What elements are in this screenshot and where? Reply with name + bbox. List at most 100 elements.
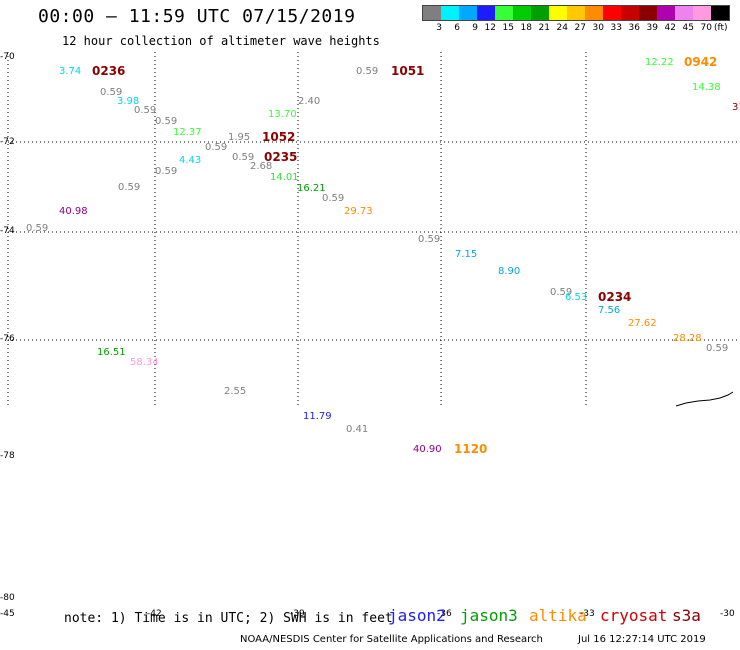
color-scale-swatch xyxy=(621,6,639,20)
color-scale-label: 36 xyxy=(628,23,640,33)
color-scale-swatch xyxy=(603,6,621,20)
color-scale-swatches xyxy=(422,5,730,21)
wave-height-value: 0.59 xyxy=(550,287,573,298)
unit-label: (ft) xyxy=(714,23,728,33)
color-scale-label: 27 xyxy=(574,23,586,33)
color-scale-swatch xyxy=(531,6,549,20)
credit-line: NOAA/NESDIS Center for Satellite Applica… xyxy=(240,634,543,645)
color-scale-swatch xyxy=(567,6,585,20)
color-scale-label: 24 xyxy=(556,23,568,33)
color-scale-swatch xyxy=(549,6,567,20)
wave-height-value: 1.95 xyxy=(228,132,251,143)
color-scale-label: 42 xyxy=(664,23,676,33)
color-scale-label: 6 xyxy=(454,23,460,33)
chart-title: 00:00 – 11:59 UTC 07/15/2019 xyxy=(38,6,356,27)
lat-label: -70 xyxy=(0,52,15,62)
color-scale-swatch xyxy=(513,6,531,20)
wave-height-value: 0.59 xyxy=(100,87,123,98)
observation-time: 1120 xyxy=(454,442,488,456)
wave-height-value: 4.43 xyxy=(179,155,202,166)
color-scale-swatch xyxy=(477,6,495,20)
lon-label: -39 xyxy=(290,609,305,619)
lon-label: -45 xyxy=(0,609,15,619)
color-scale-label: 70 xyxy=(700,23,712,33)
lon-label: -30 xyxy=(720,609,735,619)
color-scale-swatch xyxy=(585,6,603,20)
color-scale-label: 9 xyxy=(472,23,478,33)
color-scale-swatch xyxy=(711,6,729,20)
wave-height-value: 6.53 xyxy=(565,292,588,303)
wave-height-value: 27.62 xyxy=(628,318,657,329)
wave-height-value: 0.59 xyxy=(706,343,729,354)
wave-height-color-scale: (ft) 3 6 9 12 15 18 21 24 27 30 33 36 39 42 45 70 xyxy=(422,5,730,33)
color-scale-swatch xyxy=(693,6,711,20)
color-scale-swatch xyxy=(441,6,459,20)
color-scale-labels: (ft) 3 6 9 12 15 18 21 24 27 30 33 36 39 42 45 70 xyxy=(422,21,730,33)
observation-time: 0234 xyxy=(598,290,632,304)
color-scale-label: 45 xyxy=(682,23,694,33)
wave-height-value: 12.37 xyxy=(173,127,202,138)
wave-height-value: 7.56 xyxy=(598,305,621,316)
color-scale-label: 18 xyxy=(520,23,532,33)
satellite-legend-cryosat: cryosat xyxy=(600,606,668,625)
color-scale-label: 39 xyxy=(646,23,658,33)
color-scale-swatch xyxy=(423,6,441,20)
lon-label: -42 xyxy=(147,609,162,619)
wave-height-value: 2.40 xyxy=(298,96,321,107)
wave-height-value: 3.98 xyxy=(117,96,140,107)
observation-time: 0235 xyxy=(264,150,298,164)
wave-height-value: 58.34 xyxy=(130,357,159,368)
color-scale-label: 3 xyxy=(436,23,442,33)
wave-height-value: 0.59 xyxy=(134,105,157,116)
wave-height-value: 8.90 xyxy=(498,266,521,277)
wave-height-value: 13.70 xyxy=(268,109,297,120)
satellite-legend-s3a: s3a xyxy=(672,606,701,625)
color-scale-swatch xyxy=(639,6,657,20)
footer-note: note: 1) Time is in UTC; 2) SWH is in fe… xyxy=(64,611,393,626)
color-scale-swatch xyxy=(495,6,513,20)
lat-label: -76 xyxy=(0,334,15,344)
color-scale-label: 15 xyxy=(502,23,514,33)
lat-label: -80 xyxy=(0,593,15,603)
observation-time: 0236 xyxy=(92,64,126,78)
wave-height-value: 7.15 xyxy=(455,249,478,260)
wave-height-value: 16.51 xyxy=(97,347,126,358)
wave-height-value: 40.90 xyxy=(413,444,442,455)
chart-subtitle: 12 hour collection of altimeter wave hei… xyxy=(62,34,380,48)
wave-height-value: 12.22 xyxy=(645,57,674,68)
satellite-legend-jason3: jason3 xyxy=(460,606,518,625)
wave-height-value: 14.01 xyxy=(270,172,299,183)
observation-time: 1051 xyxy=(391,64,425,78)
generated-timestamp: Jul 16 12:27:14 UTC 2019 xyxy=(578,634,706,645)
observation-time: 0942 xyxy=(684,55,718,69)
color-scale-label: 12 xyxy=(484,23,496,33)
color-scale-label: 21 xyxy=(538,23,550,33)
color-scale-label: 33 xyxy=(610,23,622,33)
wave-height-value: 11.79 xyxy=(303,411,332,422)
satellite-legend-jason2: jason2 xyxy=(388,606,446,625)
lon-label: -33 xyxy=(580,609,595,619)
wave-height-value: 0.59 xyxy=(155,166,178,177)
lat-label: -78 xyxy=(0,451,15,461)
wave-height-value: 31 xyxy=(732,102,740,113)
wave-height-value: 2.55 xyxy=(224,386,247,397)
wave-height-value: 0.59 xyxy=(205,142,228,153)
wave-height-value: 0.59 xyxy=(418,234,441,245)
color-scale-swatch xyxy=(459,6,477,20)
color-scale-label: 30 xyxy=(592,23,604,33)
wave-height-value: 0.59 xyxy=(356,66,379,77)
wave-height-value: 0.59 xyxy=(26,223,49,234)
observation-time: 1052 xyxy=(262,130,296,144)
wave-height-value: 40.98 xyxy=(59,206,88,217)
wave-height-value: 0.59 xyxy=(232,152,255,163)
wave-height-value: 14.38 xyxy=(692,82,721,93)
wave-height-value: 0.59 xyxy=(118,182,141,193)
lat-label: -72 xyxy=(0,137,15,147)
wave-height-value: 16.21 xyxy=(297,183,326,194)
lon-label: -36 xyxy=(437,609,452,619)
wave-height-value: 2.68 xyxy=(250,161,273,172)
wave-height-value: 0.59 xyxy=(322,193,345,204)
wave-height-value: 3.74 xyxy=(59,66,82,77)
wave-height-value: 28.28 xyxy=(673,333,702,344)
